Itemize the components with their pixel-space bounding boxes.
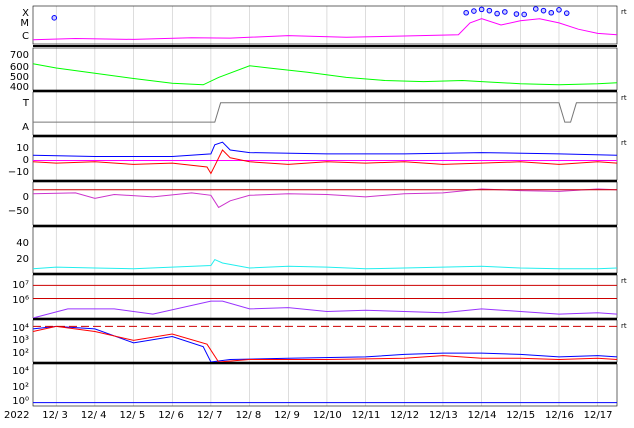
y-tick-label: −10	[8, 167, 29, 178]
series-line	[32, 325, 618, 363]
x-tick-label: 12/13	[429, 410, 458, 421]
y-tick-label: A	[22, 122, 29, 133]
y-tick-label: 10⁴	[12, 366, 29, 377]
x-tick-label: 12/ 5	[120, 410, 146, 421]
x-tick-label: 12/ 7	[197, 410, 223, 421]
y-tick-label: M	[20, 18, 29, 29]
y-tick-label: 40	[16, 238, 29, 249]
flare-marker	[521, 11, 527, 18]
x-tick-label: 12/16	[545, 410, 574, 421]
y-tick-label: 10²	[12, 348, 29, 359]
y-tick-label: 10⁶	[12, 295, 29, 306]
panel-edge-label: rt	[621, 94, 627, 102]
x-tick-label: 12/ 3	[42, 410, 68, 421]
x-tick-label: 12/ 4	[81, 410, 107, 421]
series-line	[32, 141, 618, 157]
x-tick-label: 12/10	[313, 410, 342, 421]
panel-edge-label: rt	[621, 277, 627, 285]
x-tick-label: 12/17	[584, 410, 613, 421]
series-line	[32, 149, 618, 175]
series-line	[32, 63, 618, 86]
series-line	[32, 258, 618, 270]
flare-marker	[502, 9, 508, 15]
series-line	[32, 18, 618, 41]
y-tick-label: 500	[10, 72, 29, 83]
flare-marker	[513, 11, 520, 17]
flare-marker	[471, 8, 477, 14]
panel-magnetic-field: 100−10 rt	[8, 136, 627, 181]
series-line	[32, 325, 618, 363]
vertical-grid	[55, 6, 598, 406]
y-tick-label: 0	[23, 155, 29, 166]
flare-marker	[494, 10, 500, 17]
flare-marker	[532, 6, 539, 12]
flare-marker	[540, 7, 547, 14]
flare-marker	[563, 10, 570, 16]
panel-frame	[32, 5, 618, 45]
x-tick-label: 12/ 6	[158, 410, 184, 421]
flare-marker	[463, 9, 469, 16]
y-tick-label: 0	[23, 192, 29, 203]
x-tick-label: 12/ 9	[274, 410, 300, 421]
x-axis: 2022 12/ 3 12/ 4 12/ 5 12/ 6 12/ 7 12/ 8 12/ 9…	[4, 410, 612, 421]
panel-edge-label: rt	[621, 139, 627, 147]
panel-edge-label: rt	[621, 322, 627, 330]
year-label: 2022	[4, 410, 29, 421]
series-line	[32, 188, 618, 209]
y-tick-label: −50	[8, 206, 29, 217]
flare-marker	[51, 15, 58, 21]
y-tick-label: 10²	[12, 382, 29, 393]
y-tick-label: 700	[10, 50, 29, 61]
x-tick-label: 12/14	[468, 410, 497, 421]
series-line	[33, 102, 617, 123]
panel-dividers	[33, 45, 617, 364]
y-tick-label: 400	[10, 82, 29, 93]
x-tick-label: 12/15	[506, 410, 535, 421]
y-tick-label: 600	[10, 62, 29, 73]
y-tick-label: 10⁰	[12, 396, 29, 407]
y-tick-label: 10³	[12, 335, 29, 346]
series-line	[32, 300, 618, 319]
y-tick-label: 10⁴	[12, 323, 29, 334]
flare-marker	[548, 9, 555, 16]
x-tick-label: 12/11	[352, 410, 381, 421]
y-tick-label: 10	[16, 143, 29, 154]
flare-marker	[478, 6, 485, 13]
y-tick-label: T	[22, 98, 30, 109]
y-tick-label: 20	[16, 254, 29, 265]
flare-marker	[486, 7, 493, 14]
x-tick-label: 12/ 8	[236, 410, 262, 421]
panel-edge-label: rt	[621, 8, 627, 16]
y-tick-label: X	[22, 8, 29, 19]
x-tick-label: 12/12	[390, 410, 419, 421]
flare-marker	[556, 7, 562, 13]
y-tick-label: C	[22, 31, 29, 42]
y-tick-label: 10⁷	[12, 280, 29, 291]
